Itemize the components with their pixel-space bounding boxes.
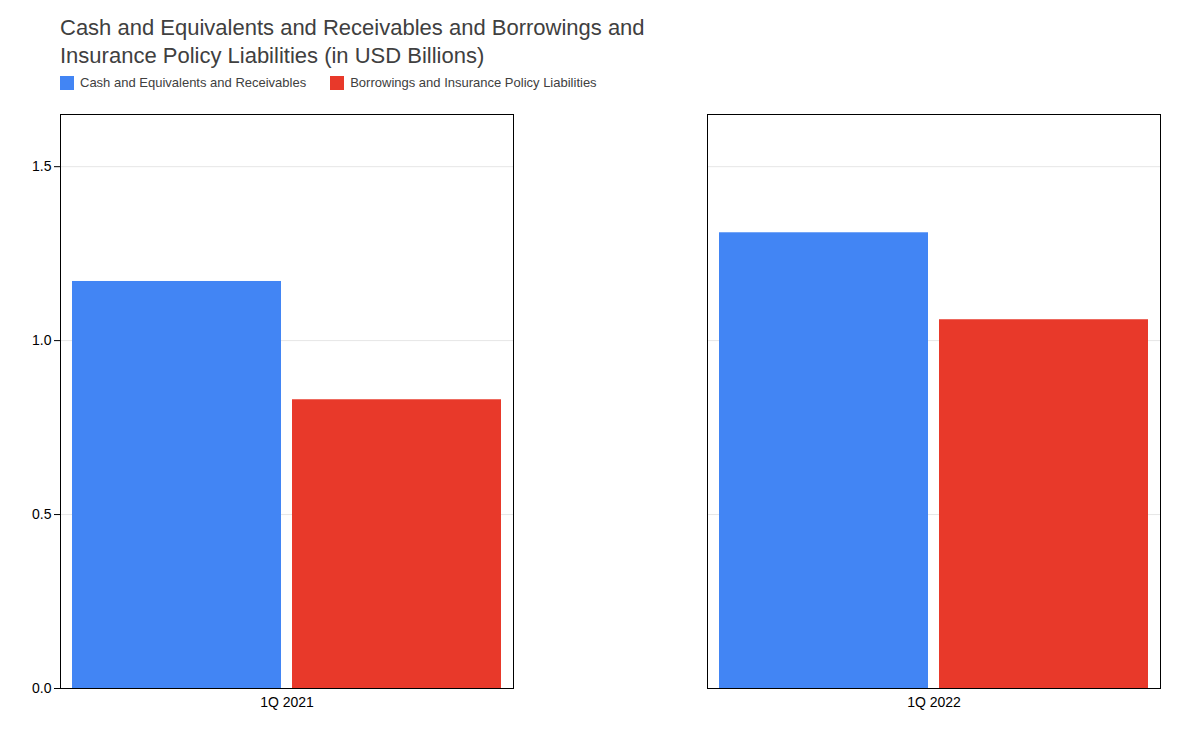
svg-text:1.0: 1.0	[32, 332, 52, 348]
svg-text:1.5: 1.5	[32, 158, 52, 174]
svg-text:1Q 2022: 1Q 2022	[907, 694, 961, 710]
svg-text:0.0: 0.0	[32, 680, 52, 696]
svg-text:0.5: 0.5	[32, 506, 52, 522]
html-text:Cash and Equivalents and Recei: Cash and Equivalents and Receivables	[80, 75, 307, 90]
html-text:Cash and Equivalents and Recei: Cash and Equivalents and Receivables and…	[60, 15, 645, 68]
svg-text:1Q 2021: 1Q 2021	[260, 694, 314, 710]
html-text:Borrowings and Insurance Polic: Borrowings and Insurance Policy Liabilit…	[350, 75, 597, 90]
